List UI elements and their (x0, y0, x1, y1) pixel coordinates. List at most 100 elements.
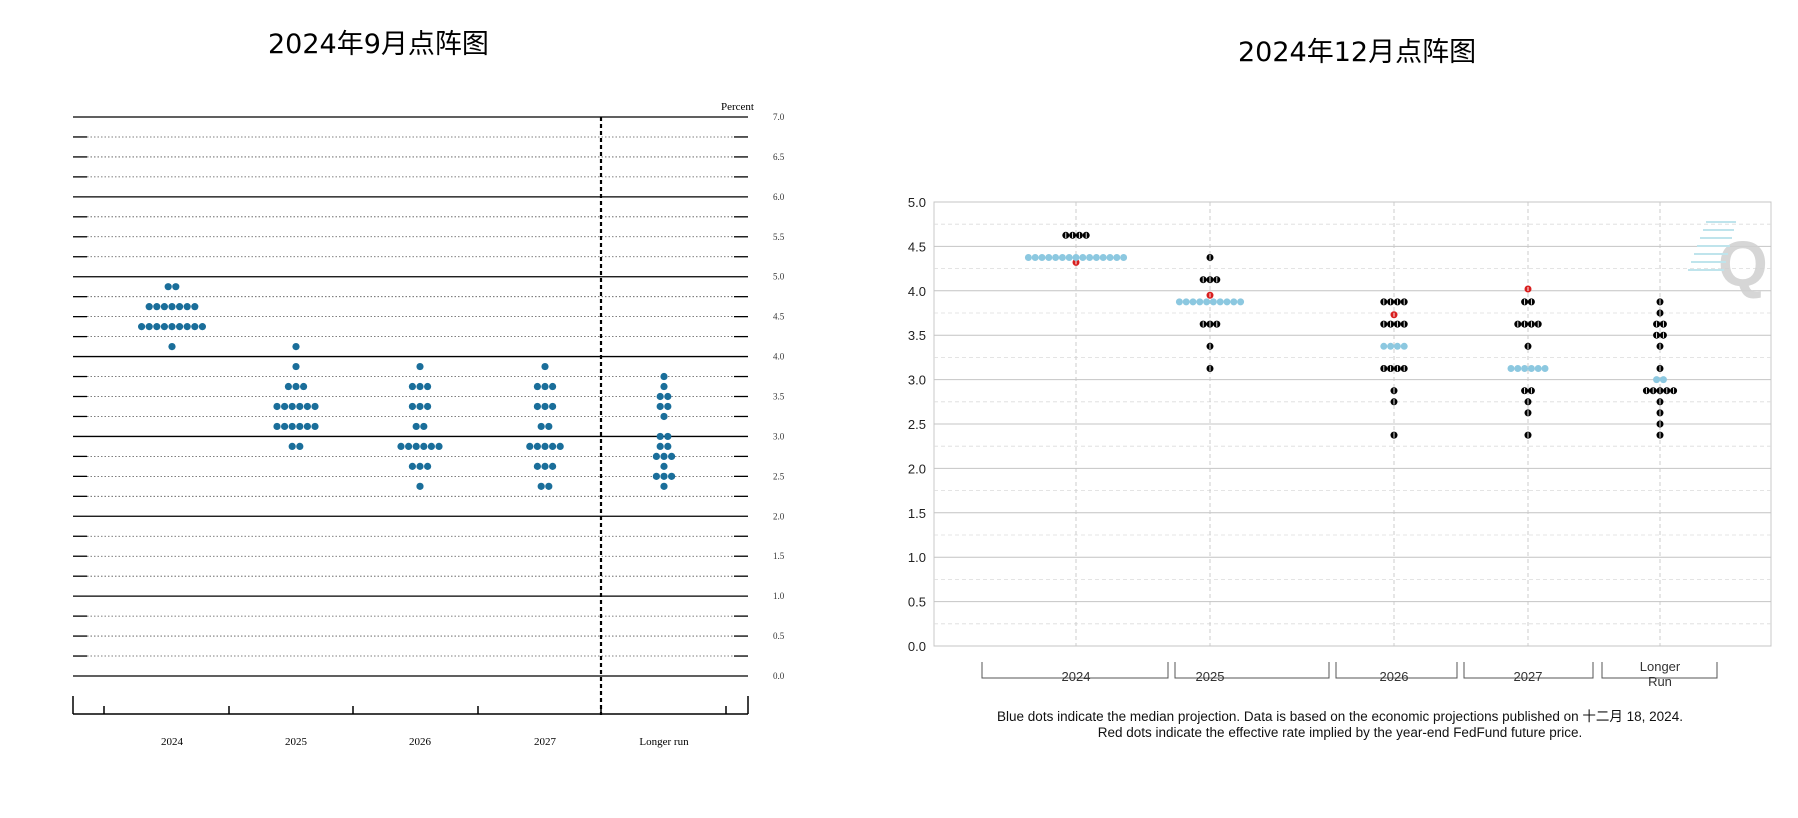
y-tick-label: 4.0 (773, 352, 785, 362)
y-tick-label: 5.0 (908, 195, 926, 210)
sep-dot (191, 303, 199, 311)
sep-dot (541, 402, 549, 411)
x-tick-label: 2027 (1514, 669, 1543, 684)
y-tick-label: 3.0 (908, 373, 926, 388)
sep-dot (660, 382, 668, 391)
sep-dot (288, 442, 296, 451)
dec-chart-title: 2024年12月点阵图 (1238, 37, 1477, 68)
y-tick-label: 0.0 (773, 671, 785, 681)
x-tick-label: 2026 (409, 736, 432, 748)
y-tick-label: 2.5 (773, 471, 785, 481)
sep-dot (660, 452, 668, 460)
sep-dot (138, 323, 146, 331)
sep-dot (412, 422, 420, 431)
sep-dot (656, 432, 664, 441)
sep-dot (296, 442, 304, 451)
median-dot (1052, 254, 1060, 261)
sep-dot (549, 442, 557, 451)
sep-dot (153, 303, 161, 311)
sep-dot (668, 472, 676, 480)
sep-dot (168, 342, 176, 351)
median-dot (1196, 298, 1204, 306)
sep-dot (284, 382, 292, 391)
sep-dot (397, 442, 405, 451)
sep-dot (416, 402, 424, 411)
median-dot (1120, 254, 1128, 261)
sep-dot (668, 452, 676, 460)
sep-dot (292, 382, 300, 391)
median-note: Blue dots indicate the median projection… (997, 709, 1683, 724)
median-dot (1079, 254, 1087, 261)
sep-dot (533, 402, 542, 411)
y-tick-label: 5.0 (773, 272, 785, 282)
sep-dot (416, 482, 424, 490)
median-dot (1106, 254, 1114, 261)
sep-dot (549, 462, 557, 470)
sep-dot (408, 462, 416, 470)
median-dot (1203, 298, 1211, 306)
sep-dot (537, 422, 545, 431)
sep-dot (408, 382, 416, 391)
sep-dot (145, 303, 153, 311)
median-dot (1521, 365, 1529, 372)
median-dot (1514, 365, 1522, 372)
y-tick-label: 2.0 (908, 461, 926, 476)
sep-dot (296, 402, 304, 411)
y-tick-label: 5.5 (773, 232, 785, 242)
future-note: Red dots indicate the effective rate imp… (1097, 725, 1583, 740)
sep-dot (405, 442, 413, 451)
x-axis-bracket (1335, 662, 1458, 679)
sep-dot (416, 462, 424, 470)
sep-dot (168, 303, 176, 311)
sep-dot (300, 382, 308, 391)
x-tick-label: 2025 (285, 736, 308, 748)
median-dot (1653, 376, 1661, 384)
median-dot (1527, 365, 1535, 372)
y-tick-label: 7.0 (773, 112, 785, 122)
sep-dot (664, 402, 672, 411)
sep-chart-title: 2024年9月点阵图 (268, 29, 489, 60)
sep-dot (660, 482, 668, 490)
sep-dot (164, 283, 172, 291)
sep-dot (556, 442, 564, 451)
y-tick-label: 3.5 (908, 328, 926, 343)
sep-dot (526, 442, 534, 451)
sep-dot (311, 402, 319, 411)
x-axis-bracket (1601, 662, 1718, 679)
median-dot (1534, 365, 1542, 372)
median-dot (1380, 342, 1388, 350)
sep-dot (183, 323, 191, 331)
y-tick-label: 1.5 (908, 506, 926, 521)
sep-dot (656, 442, 664, 451)
x-tick-label: 2024 (1062, 669, 1091, 684)
sep-dot (545, 422, 553, 431)
median-dot (1175, 298, 1183, 306)
x-axis-bracket (1174, 662, 1330, 679)
x-axis-bracket (1463, 662, 1594, 679)
x-tick-label: Run (1648, 674, 1672, 689)
sep-dot (292, 342, 300, 351)
y-tick-label: 4.5 (773, 312, 785, 322)
sep-dot (176, 303, 184, 311)
sep-dot (537, 482, 545, 490)
sep-dot (288, 422, 296, 431)
sep-dot (664, 432, 672, 441)
median-dot (1541, 365, 1549, 372)
median-dot (1400, 342, 1408, 350)
sep-dot (660, 412, 668, 421)
sep-dot (660, 372, 668, 381)
median-dot (1237, 298, 1245, 306)
sep-dot (153, 323, 161, 331)
sep-dot (427, 442, 435, 451)
sep-dot (416, 362, 424, 371)
sep-dot (176, 323, 184, 331)
sep-dot (660, 462, 668, 470)
sep-dot (541, 382, 549, 391)
sep-dot (420, 422, 428, 431)
x-tick-label: Longer (1640, 659, 1681, 674)
median-dot (1086, 254, 1094, 261)
median-dot (1189, 298, 1197, 306)
sep-dot (533, 462, 542, 470)
median-dot (1209, 298, 1217, 306)
x-tick-label: 2024 (161, 736, 184, 748)
